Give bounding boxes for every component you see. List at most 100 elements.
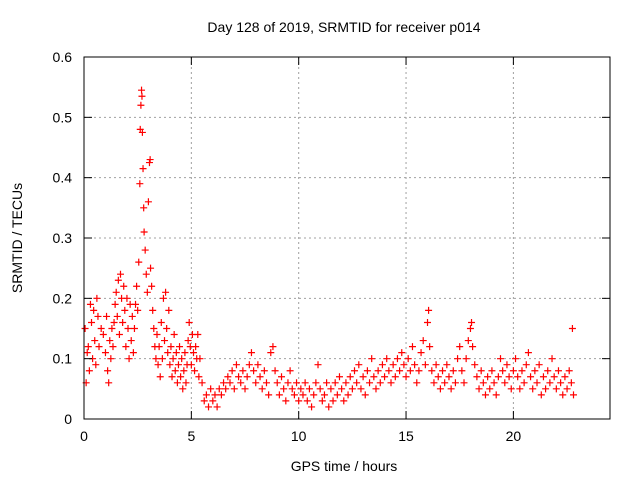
data-point xyxy=(220,379,228,387)
data-point xyxy=(546,379,554,387)
data-point xyxy=(297,385,305,393)
data-point xyxy=(133,282,141,290)
data-point xyxy=(286,367,294,375)
data-point xyxy=(252,379,260,387)
data-point xyxy=(389,361,397,369)
data-point xyxy=(115,331,123,339)
data-point xyxy=(439,367,447,375)
data-point xyxy=(299,391,307,399)
data-point xyxy=(557,379,565,387)
y-tick-label: 0.3 xyxy=(53,230,73,246)
y-tick-label: 0.1 xyxy=(53,351,73,367)
data-point xyxy=(376,379,384,387)
data-point xyxy=(90,306,98,314)
data-point xyxy=(542,385,550,393)
y-tick-label: 0.6 xyxy=(53,49,73,65)
data-point xyxy=(105,379,113,387)
data-point xyxy=(241,385,249,393)
data-point xyxy=(91,337,99,345)
data-point xyxy=(230,385,238,393)
data-point xyxy=(509,367,517,375)
data-point xyxy=(169,355,177,363)
data-point xyxy=(265,391,273,399)
data-point xyxy=(432,361,440,369)
data-point xyxy=(533,379,541,387)
data-point xyxy=(447,385,455,393)
data-point xyxy=(196,355,204,363)
data-point xyxy=(158,355,166,363)
data-point xyxy=(449,367,457,375)
data-point xyxy=(195,373,203,381)
data-point xyxy=(224,373,232,381)
data-point xyxy=(147,264,155,272)
data-point xyxy=(344,391,352,399)
data-point xyxy=(544,367,552,375)
data-point xyxy=(305,385,313,393)
data-point xyxy=(383,355,391,363)
x-tick-labels: 0 5 10 15 20 xyxy=(80,428,521,444)
data-point xyxy=(171,367,179,375)
data-point xyxy=(93,294,101,302)
data-point xyxy=(524,349,532,357)
data-point xyxy=(284,379,292,387)
data-point xyxy=(143,288,151,296)
data-point xyxy=(273,379,281,387)
data-point xyxy=(168,373,176,381)
data-point xyxy=(490,379,498,387)
data-point xyxy=(406,367,414,375)
data-point xyxy=(514,373,522,381)
data-point xyxy=(357,385,365,393)
data-point xyxy=(288,385,296,393)
data-point xyxy=(103,312,111,320)
data-point xyxy=(271,367,279,375)
data-point xyxy=(211,391,219,399)
data-point xyxy=(148,282,156,290)
x-axis-label: GPS time / hours xyxy=(291,458,398,474)
data-point xyxy=(155,343,163,351)
data-point xyxy=(355,361,363,369)
data-point xyxy=(84,343,92,351)
data-point xyxy=(481,391,489,399)
data-point xyxy=(507,385,515,393)
data-point xyxy=(327,385,335,393)
data-point xyxy=(368,355,376,363)
data-point xyxy=(145,159,153,167)
data-point xyxy=(154,361,162,369)
data-point xyxy=(254,361,262,369)
x-tick-label: 15 xyxy=(398,428,414,444)
data-point xyxy=(385,367,393,375)
data-point xyxy=(469,343,477,351)
data-point xyxy=(351,367,359,375)
data-point xyxy=(415,367,423,375)
data-point xyxy=(99,331,107,339)
data-point xyxy=(554,367,562,375)
data-point xyxy=(370,373,378,381)
data-point xyxy=(366,379,374,387)
data-point xyxy=(424,318,432,326)
data-point xyxy=(421,361,429,369)
data-point xyxy=(164,349,172,357)
data-point xyxy=(260,367,268,375)
data-point xyxy=(329,397,337,405)
data-point xyxy=(192,343,200,351)
data-point xyxy=(267,349,275,357)
data-point xyxy=(194,331,202,339)
data-point xyxy=(548,355,556,363)
data-point xyxy=(166,361,174,369)
data-point xyxy=(290,391,298,399)
data-point xyxy=(494,373,502,381)
data-point xyxy=(191,367,199,375)
data-point xyxy=(173,379,181,387)
data-point xyxy=(119,318,127,326)
data-point xyxy=(473,373,481,381)
data-point xyxy=(419,337,427,345)
data-point xyxy=(243,373,251,381)
data-point xyxy=(97,325,105,332)
data-point xyxy=(413,379,421,387)
data-points xyxy=(81,86,578,411)
data-point xyxy=(101,349,109,357)
data-point xyxy=(226,379,234,387)
data-point xyxy=(391,373,399,381)
data-point xyxy=(460,379,468,387)
